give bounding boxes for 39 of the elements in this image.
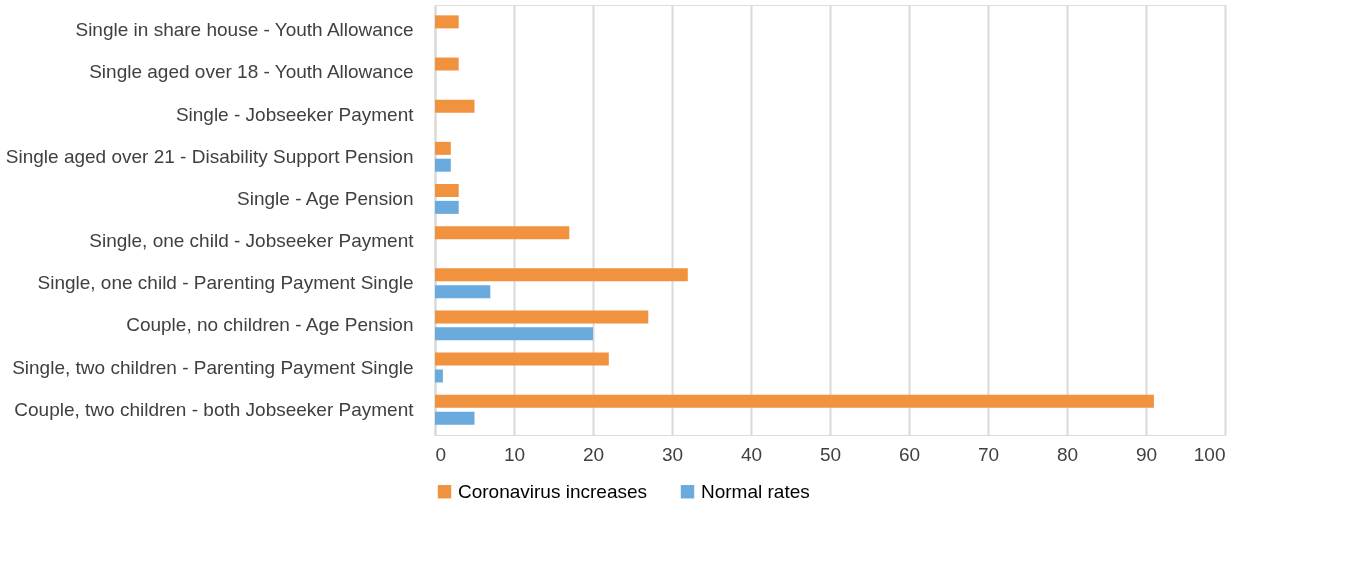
bar [435, 15, 459, 29]
bar [435, 352, 609, 366]
y-tick-label: Single, two children - Parenting Payment Single [12, 356, 414, 378]
x-tick-label: 60 [898, 443, 921, 465]
bar [435, 310, 649, 324]
bar [435, 226, 570, 240]
legend-label: Normal rates [701, 480, 810, 502]
bar [435, 183, 459, 197]
y-tick-label: Couple, no children - Age Pension [126, 314, 414, 336]
x-tick-label: 70 [977, 443, 1000, 465]
y-tick-label: Single aged over 21 - Disability Support Pension [5, 145, 414, 167]
x-tick-label: 0 [435, 443, 447, 465]
x-tick-label: 80 [1056, 443, 1079, 465]
y-tick-label: Single aged over 18 - Youth Allowance [89, 61, 414, 83]
bar [435, 141, 451, 155]
x-tick-label: 30 [661, 443, 684, 465]
y-tick-label: Single, one child - Jobseeker Payment [89, 230, 415, 252]
x-tick-label: 40 [740, 443, 763, 465]
bar [435, 285, 491, 299]
bar [435, 99, 475, 113]
x-tick-label: 50 [819, 443, 842, 465]
y-tick-label: Couple, two children - both Jobseeker Payment [14, 398, 415, 420]
bar [435, 327, 593, 341]
x-tick-label: 10 [503, 443, 526, 465]
bar [435, 369, 443, 383]
bar [435, 200, 459, 214]
y-tick-label: Single, one child - Parenting Payment Single [37, 272, 414, 294]
x-tick-label: 100 [1193, 443, 1226, 465]
x-tick-label: 90 [1135, 443, 1158, 465]
bar [435, 268, 688, 282]
bar [435, 57, 459, 71]
y-tick-label: Single in share house - Youth Allowance [75, 19, 414, 41]
legend-label: Coronavirus increases [458, 480, 648, 502]
bar [435, 394, 1154, 408]
bar [435, 158, 451, 172]
bar [435, 411, 475, 425]
y-tick-label: Single - Jobseeker Payment [175, 103, 415, 125]
y-tick-label: Single - Age Pension [237, 187, 414, 209]
x-tick-label: 20 [582, 443, 605, 465]
